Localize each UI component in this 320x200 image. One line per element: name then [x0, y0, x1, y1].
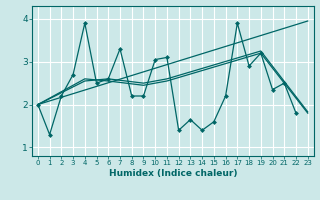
- X-axis label: Humidex (Indice chaleur): Humidex (Indice chaleur): [108, 169, 237, 178]
